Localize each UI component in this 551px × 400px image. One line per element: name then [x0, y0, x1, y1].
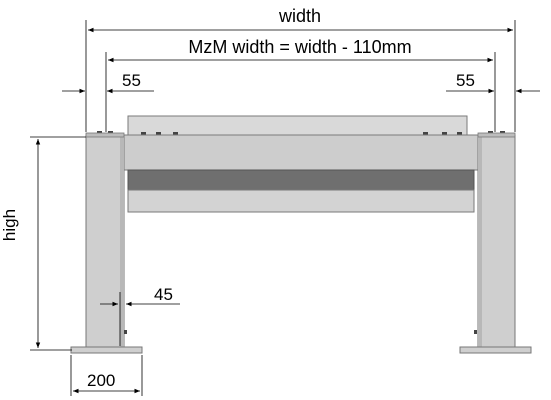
dimension-labels: width MzM width = width - 110mm 55 55 hi…	[0, 6, 475, 390]
right-leg	[477, 134, 516, 349]
left-foot	[70, 346, 143, 354]
lower-plate	[127, 189, 475, 213]
width-label: width	[278, 6, 321, 26]
left-leg-cap	[85, 132, 125, 138]
right-offset-label: 55	[456, 71, 475, 90]
top-plate	[127, 115, 468, 136]
foot-width-label: 200	[87, 371, 115, 390]
left-leg	[85, 134, 125, 349]
dimension-lines	[30, 20, 540, 396]
height-label: high	[0, 209, 19, 241]
leg-depth-label: 45	[154, 285, 173, 304]
right-leg-cap	[477, 132, 516, 138]
dark-band	[127, 169, 475, 191]
cross-beam	[123, 134, 479, 171]
left-offset-label: 55	[122, 71, 141, 90]
right-foot	[459, 346, 532, 354]
stand-structure	[70, 115, 532, 354]
mzm-width-label: MzM width = width - 110mm	[188, 37, 411, 57]
